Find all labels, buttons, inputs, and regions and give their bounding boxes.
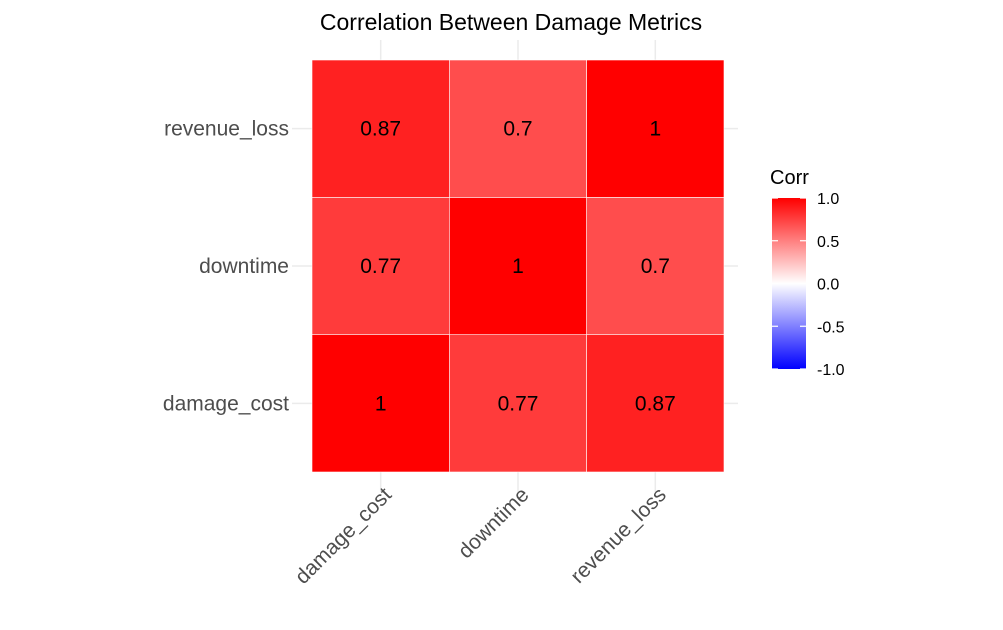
heatmap-cell — [586, 59, 725, 198]
heatmap-cell — [586, 334, 725, 473]
x-tick-label: damage_cost — [291, 483, 397, 589]
legend-tick-label: -1.0 — [817, 362, 845, 379]
x-tick-label: revenue_loss — [566, 483, 671, 588]
heatmap-cell — [311, 334, 450, 473]
cell-value-label: 1 — [512, 255, 524, 278]
heatmap-cell — [311, 59, 450, 198]
y-tick-label: revenue_loss — [164, 118, 289, 141]
chart-title: Correlation Between Damage Metrics — [320, 9, 702, 35]
cell-value-label: 0.87 — [360, 118, 401, 141]
color-legend: Corr 1.0 0.5 0.0 -0.5 -1.0 — [770, 167, 845, 379]
cell-value-label: 1 — [375, 392, 387, 415]
legend-tick-label: -0.5 — [817, 319, 845, 336]
y-axis-tick-labels: damage_cost downtime revenue_loss — [163, 118, 289, 416]
legend-tick-label: 0.0 — [817, 277, 839, 294]
heatmap-cells — [311, 59, 725, 473]
heatmap-cell — [449, 197, 587, 335]
cell-value-label: 0.7 — [503, 118, 532, 141]
cell-value-label: 0.7 — [641, 255, 670, 278]
cell-value-label: 0.87 — [635, 392, 676, 415]
legend-title: Corr — [770, 167, 809, 189]
x-axis-tick-labels: damage_cost downtime revenue_loss — [291, 483, 671, 589]
x-tick-label: downtime — [454, 483, 534, 563]
heatmap-cell — [586, 197, 725, 335]
y-tick-label: damage_cost — [163, 392, 289, 415]
legend-tick-label: 0.5 — [817, 234, 839, 251]
cell-value-label: 0.77 — [360, 255, 401, 278]
cell-value-label: 0.77 — [498, 392, 539, 415]
y-tick-label: downtime — [199, 255, 289, 278]
legend-tick-label: 1.0 — [817, 191, 839, 208]
cell-value-label: 1 — [649, 118, 661, 141]
heatmap-cell-labels: 1 0.77 0.87 0.77 1 0.7 0.87 0.7 1 — [360, 118, 676, 416]
heatmap-cell — [449, 59, 587, 198]
